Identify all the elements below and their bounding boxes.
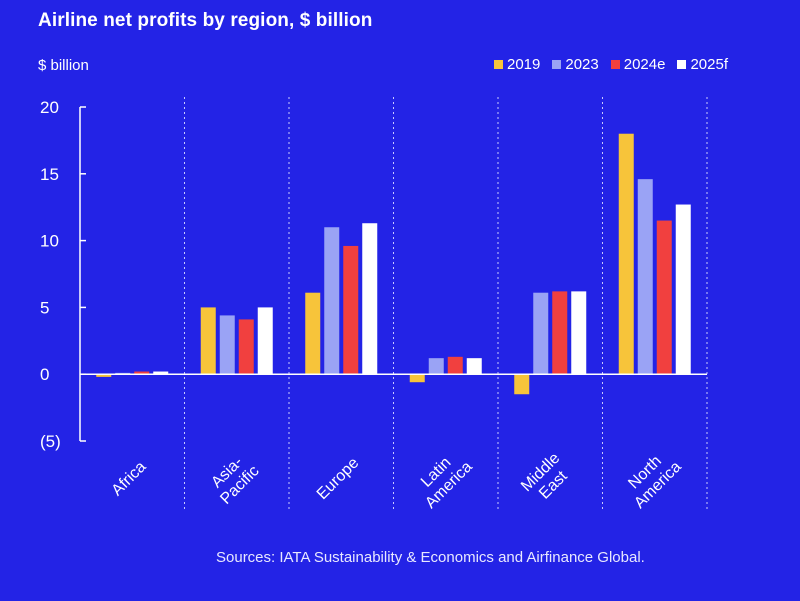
bar-2024e-africa bbox=[134, 371, 150, 375]
bar-2025f-europe bbox=[362, 223, 378, 375]
chart-title: Airline net profits by region, $ billion bbox=[38, 10, 373, 31]
category-label-asia-pacific: Asia-Pacific bbox=[205, 450, 263, 508]
legend-label-2024e: 2024e bbox=[623, 56, 666, 73]
bar-2019-asia-pacific bbox=[200, 307, 216, 375]
y-tick-label: 5 bbox=[40, 298, 49, 317]
category-label-africa: Africa bbox=[109, 458, 150, 499]
unit-label: $ billion bbox=[38, 57, 89, 74]
bar-2023-middle-east bbox=[533, 292, 549, 375]
legend-label-2025f: 2025f bbox=[690, 56, 728, 73]
bar-2024e-north-america bbox=[656, 220, 672, 375]
bar-2025f-asia-pacific bbox=[257, 307, 273, 375]
category-label-middle-east: MiddleEast bbox=[518, 450, 576, 508]
bar-2024e-asia-pacific bbox=[238, 319, 254, 375]
y-tick-label: 20 bbox=[40, 98, 59, 117]
bar-2025f-africa bbox=[153, 371, 169, 375]
category-label-latin-america: LatinAmerica bbox=[409, 446, 475, 512]
legend-swatch-2024e bbox=[610, 60, 620, 69]
bar-2019-africa bbox=[96, 374, 112, 377]
bar-2019-middle-east bbox=[514, 374, 530, 395]
legend-swatch-2019 bbox=[493, 60, 503, 69]
bar-2023-asia-pacific bbox=[219, 315, 235, 375]
bar-2019-europe bbox=[305, 292, 321, 375]
legend-item-2023: 2023 bbox=[552, 56, 599, 73]
legend-label-2023: 2023 bbox=[565, 56, 599, 73]
legend-item-2019: 2019 bbox=[493, 56, 541, 73]
bar-2019-north-america bbox=[618, 133, 634, 375]
y-tick-label: (5) bbox=[40, 432, 61, 451]
bar-2024e-europe bbox=[343, 245, 359, 375]
bar-2023-north-america bbox=[637, 179, 653, 375]
bar-2023-latin-america bbox=[428, 358, 444, 375]
bar-2023-europe bbox=[324, 227, 340, 375]
category-label-line: Europe bbox=[314, 454, 363, 503]
legend-swatch-2023 bbox=[552, 60, 562, 69]
category-label-north-america: NorthAmerica bbox=[618, 446, 684, 512]
bar-2024e-latin-america bbox=[447, 356, 463, 375]
y-tick-label: 10 bbox=[40, 232, 59, 251]
category-label-europe: Europe bbox=[314, 454, 363, 503]
legend: 2019 2023 2024e 2025f bbox=[493, 56, 728, 73]
legend-item-2024e: 2024e bbox=[610, 56, 666, 73]
bar-2025f-north-america bbox=[675, 204, 691, 375]
bar-2019-latin-america bbox=[409, 374, 425, 383]
legend-swatch-2025f bbox=[677, 60, 687, 69]
y-tick-label: 0 bbox=[40, 365, 49, 384]
bar-2025f-latin-america bbox=[466, 358, 482, 375]
category-label-line: Africa bbox=[109, 458, 150, 499]
legend-item-2025f: 2025f bbox=[677, 56, 728, 73]
bar-2025f-middle-east bbox=[571, 291, 587, 375]
legend-label-2019: 2019 bbox=[506, 56, 541, 73]
source-note: Sources: IATA Sustainability & Economics… bbox=[216, 549, 645, 566]
y-tick-label: 15 bbox=[40, 165, 59, 184]
bar-2024e-middle-east bbox=[552, 291, 568, 375]
